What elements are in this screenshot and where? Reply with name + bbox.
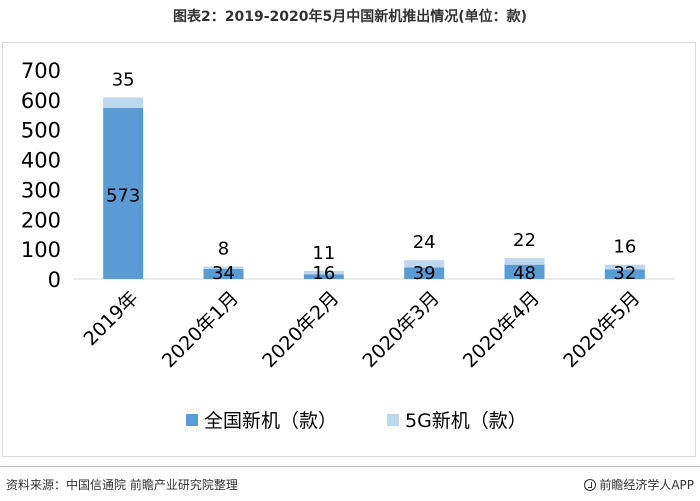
bar-5g-new-phones [203,266,244,269]
legend-swatch-national [186,414,198,426]
bar-national-new-phones [203,268,244,279]
brand-name: 前瞻经济学人APP [599,478,694,492]
brand-credit: 前瞻经济学人APP [584,476,694,493]
y-tick-label: 600 [21,89,61,113]
data-label-5g: 11 [312,243,335,264]
data-label-5g: 24 [413,232,436,253]
data-label-5g: 22 [513,230,536,251]
source-note: 资料来源：中国信通院 前瞻产业研究院整理 [6,478,238,492]
x-tick-label: 2020年2月 [258,287,343,372]
bar-5g-new-phones [404,260,445,268]
data-label-national: 34 [212,263,235,284]
legend-swatch-5g [387,414,399,426]
bar-5g-new-phones [504,258,545,265]
bar-5g-new-phones [303,270,344,275]
x-tick-label: 2020年5月 [559,287,644,372]
data-label-5g: 35 [112,69,135,90]
chart-title: 图表2：2019-2020年5月中国新机推出情况(单位：款) [172,9,528,25]
bar-national-new-phones [303,274,344,279]
data-label-national: 573 [106,185,140,206]
y-tick-label: 0 [48,268,61,292]
stacked-bar-chart: 0 100 200 300 400 500 600 700 573 35 2019年 34 8 2020年… [21,59,675,432]
bar-5g-new-phones [604,264,645,270]
chart-frame: 0 100 200 300 400 500 600 700 573 35 2019年 34 8 2020年… [2,42,696,457]
bar-national-new-phones [103,107,144,279]
x-tick-label: 2020年4月 [459,287,544,372]
legend-label-5g: 5G新机（款） [405,410,527,432]
data-label-national: 39 [413,263,436,284]
data-label-national: 16 [312,263,335,284]
x-tick-label: 2019年 [80,287,143,350]
x-tick-label: 2020年3月 [359,287,444,372]
footer-divider [0,466,700,467]
bar-national-new-phones [604,269,645,279]
y-tick-label: 700 [21,59,61,83]
brand-logo-icon [584,478,597,491]
bar-national-new-phones [404,267,445,279]
bar-national-new-phones [504,264,545,279]
y-tick-label: 500 [21,119,61,143]
bar-5g-new-phones [103,97,144,108]
data-label-national: 32 [613,263,636,284]
y-tick-label: 400 [21,149,61,173]
data-label-5g: 16 [613,237,636,258]
x-tick-label: 2020年1月 [158,287,243,372]
legend-label-national: 全国新机（款） [204,410,337,432]
data-label-national: 48 [513,263,536,284]
y-tick-label: 200 [21,208,61,232]
y-tick-label: 300 [21,178,61,202]
data-label-5g: 8 [218,238,229,259]
y-tick-label: 100 [21,238,61,262]
